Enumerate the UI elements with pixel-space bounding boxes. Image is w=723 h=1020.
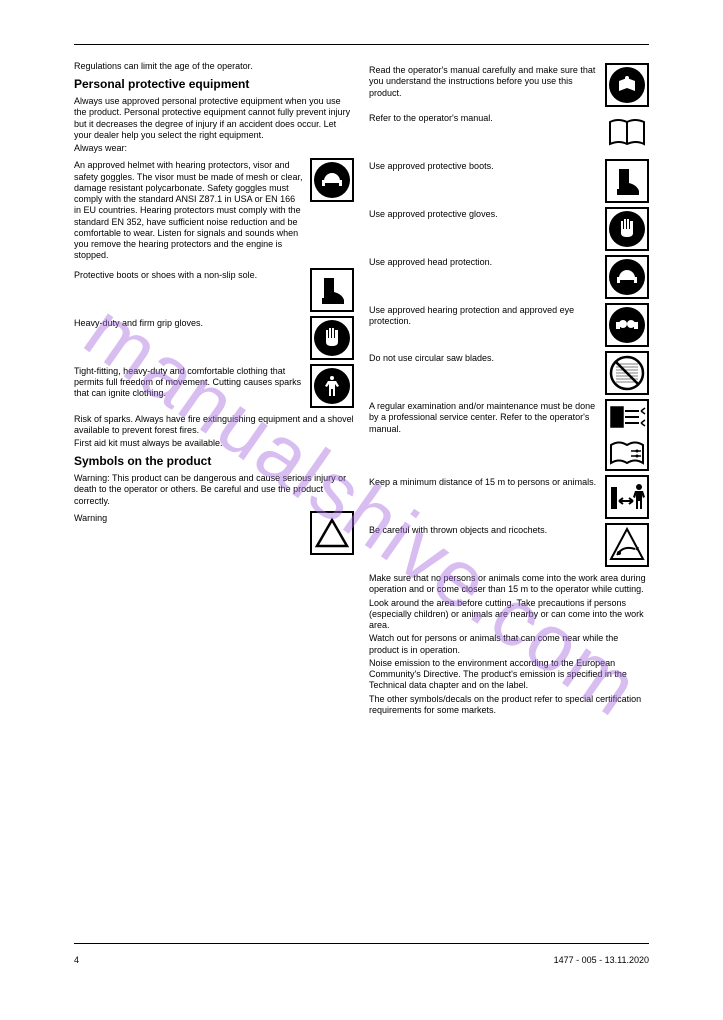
boots-icon (310, 268, 354, 312)
warning-triangle-icon (310, 511, 354, 555)
heading-ppe: Personal protective equipment (74, 78, 354, 92)
text-read: Read the operator's manual carefully and… (369, 65, 599, 99)
row-kickback: Be careful with thrown objects and ricoc… (369, 523, 649, 567)
gloves-icon-r (605, 207, 649, 251)
text-headprot: Use approved head protection. (369, 257, 599, 268)
maintenance-icon (605, 399, 649, 471)
para-r2: Look around the area before cutting. Tak… (369, 598, 649, 632)
page-number: 4 (74, 955, 79, 965)
read-manual-icon (605, 63, 649, 107)
row-warning: Warning (74, 511, 354, 555)
para-warn-intro: Warning: This product can be dangerous a… (74, 473, 354, 507)
para-ppe-wear: Always wear: (74, 143, 354, 154)
doc-ref: 1477 - 005 - 13.11.2020 (554, 955, 649, 965)
text-distance: Keep a minimum distance of 15 m to perso… (369, 477, 599, 488)
para-ppe-intro: Always use approved personal protective … (74, 96, 354, 141)
text-boots-r: Use approved protective boots. (369, 161, 599, 172)
row-earface: Use approved hearing protection and appr… (369, 303, 649, 347)
text-gloves-r: Use approved protective gloves. (369, 209, 599, 220)
text-noblade: Do not use circular saw blades. (369, 353, 599, 364)
row-headprot: Use approved head protection. (369, 255, 649, 299)
left-column: Regulations can limit the age of the ope… (74, 59, 354, 559)
page-frame: Regulations can limit the age of the ope… (74, 44, 649, 944)
row-distance: Keep a minimum distance of 15 m to perso… (369, 475, 649, 519)
text-gloves: Heavy-duty and firm grip gloves. (74, 318, 304, 329)
para-fire: Risk of sparks. Always have fire extingu… (74, 414, 354, 437)
boots-icon-r (605, 159, 649, 203)
ear-eye-protection-icon (605, 303, 649, 347)
text-boots: Protective boots or shoes with a non-sli… (74, 270, 304, 281)
text-refer: Refer to the operator's manual. (369, 113, 599, 124)
page-footer: 4 1477 - 005 - 13.11.2020 (74, 955, 649, 965)
row-read-manual: Read the operator's manual carefully and… (369, 63, 649, 107)
text-kickback: Be careful with thrown objects and ricoc… (369, 525, 599, 536)
para-r3: Watch out for persons or animals that ca… (369, 633, 649, 656)
text-warning: Warning (74, 513, 304, 524)
head-protection-icon (605, 255, 649, 299)
clothes-icon (310, 364, 354, 408)
row-helmet: An approved helmet with hearing protecto… (74, 158, 354, 263)
row-noblade: Do not use circular saw blades. (369, 351, 649, 395)
no-saw-blade-icon (605, 351, 649, 395)
ricochet-warning-icon (605, 523, 649, 567)
row-gloves: Heavy-duty and firm grip gloves. (74, 316, 354, 360)
row-gloves-r: Use approved protective gloves. (369, 207, 649, 251)
open-book-icon (605, 111, 649, 155)
text-maint: A regular examination and/or maintenance… (369, 401, 599, 435)
para-r4: Noise emission to the environment accord… (369, 658, 649, 692)
keep-distance-icon (605, 475, 649, 519)
row-maint: A regular examination and/or maintenance… (369, 399, 649, 471)
helmet-icon (310, 158, 354, 202)
row-boots: Protective boots or shoes with a non-sli… (74, 268, 354, 312)
text-clothes: Tight-fitting, heavy-duty and comfortabl… (74, 366, 304, 400)
para-regulations: Regulations can limit the age of the ope… (74, 61, 354, 72)
gloves-icon (310, 316, 354, 360)
row-refer-manual: Refer to the operator's manual. (369, 111, 649, 155)
heading-symbols: Symbols on the product (74, 455, 354, 469)
para-r1: Make sure that no persons or animals com… (369, 573, 649, 596)
text-helmet: An approved helmet with hearing protecto… (74, 160, 304, 261)
para-firstaid: First aid kit must always be available. (74, 438, 354, 449)
para-r5: The other symbols/decals on the product … (369, 694, 649, 717)
text-earface: Use approved hearing protection and appr… (369, 305, 599, 328)
right-column: Read the operator's manual carefully and… (369, 59, 649, 718)
row-clothes: Tight-fitting, heavy-duty and comfortabl… (74, 364, 354, 408)
row-boots-r: Use approved protective boots. (369, 159, 649, 203)
